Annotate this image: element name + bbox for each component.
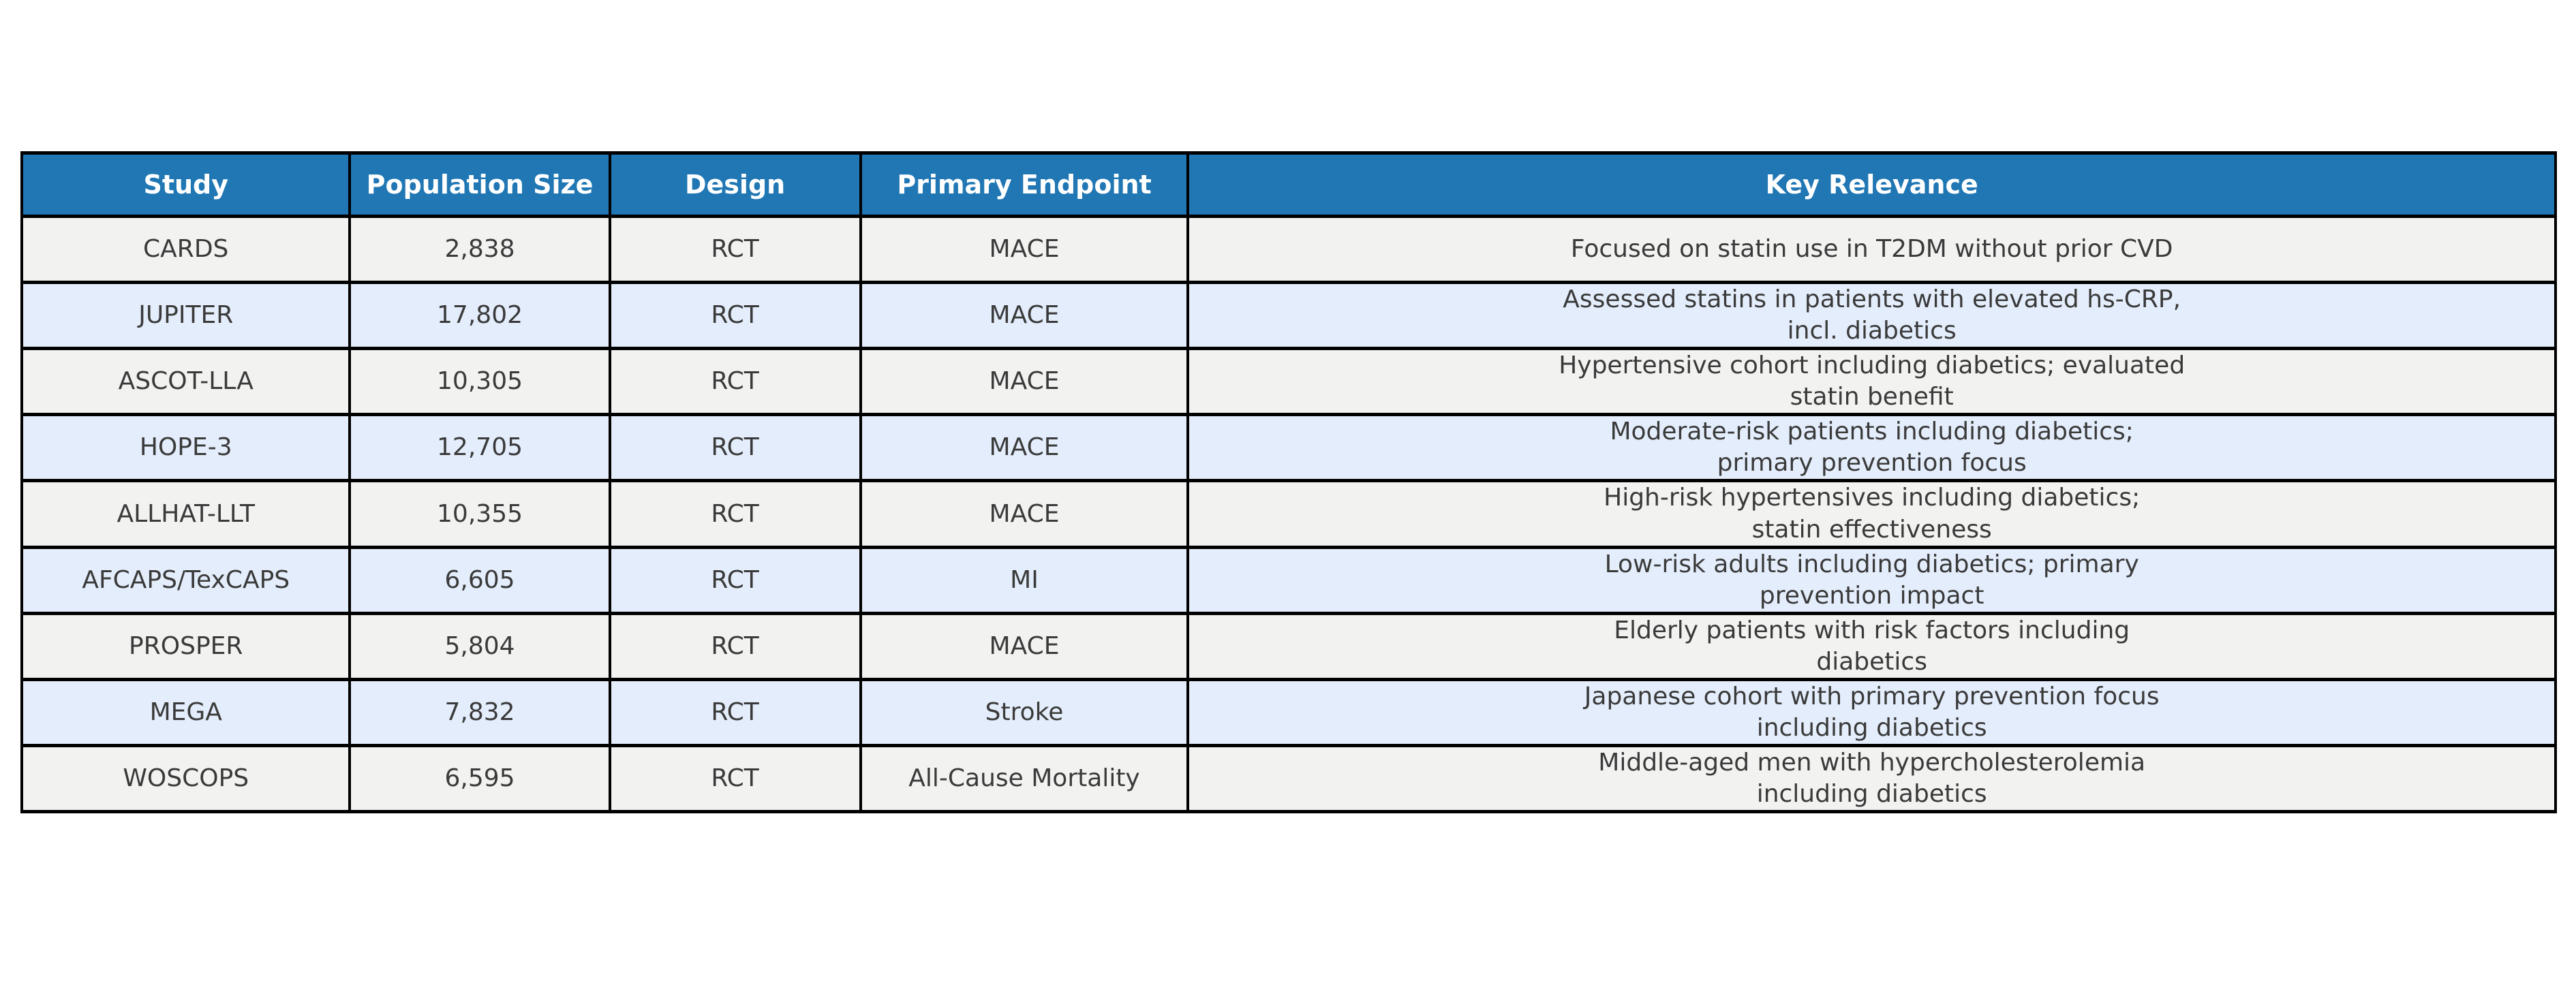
clinical-trials-table: Study Population Size Design Primary End… bbox=[20, 151, 2557, 814]
table-row: HOPE-3 12,705 RCT MACE Moderate-risk pat… bbox=[20, 413, 2557, 483]
cell-population-size: 6,595 bbox=[348, 744, 611, 814]
cell-key-relevance: High-risk hypertensives including diabet… bbox=[1186, 479, 2557, 549]
cell-design: RCT bbox=[608, 744, 862, 814]
cell-study: PROSPER bbox=[20, 611, 352, 681]
cell-study: AFCAPS/TexCAPS bbox=[20, 545, 352, 615]
cell-primary-endpoint: MACE bbox=[859, 215, 1190, 284]
column-header-study: Study bbox=[20, 151, 352, 218]
cell-design: RCT bbox=[608, 215, 862, 284]
cell-design: RCT bbox=[608, 611, 862, 681]
table-header: Study Population Size Design Primary End… bbox=[20, 151, 2557, 218]
cell-study: ALLHAT-LLT bbox=[20, 479, 352, 549]
cell-study: CARDS bbox=[20, 215, 352, 284]
cell-population-size: 2,838 bbox=[348, 215, 611, 284]
cell-design: RCT bbox=[608, 479, 862, 549]
cell-population-size: 6,605 bbox=[348, 545, 611, 615]
cell-design: RCT bbox=[608, 545, 862, 615]
table-row: ALLHAT-LLT 10,355 RCT MACE High-risk hyp… bbox=[20, 479, 2557, 549]
cell-design: RCT bbox=[608, 347, 862, 417]
table-row: ASCOT-LLA 10,305 RCT MACE Hypertensive c… bbox=[20, 347, 2557, 417]
table-body: CARDS 2,838 RCT MACE Focused on statin u… bbox=[20, 215, 2557, 814]
cell-population-size: 10,355 bbox=[348, 479, 611, 549]
cell-key-relevance: Japanese cohort with primary prevention … bbox=[1186, 677, 2557, 748]
cell-study: ASCOT-LLA bbox=[20, 347, 352, 417]
column-header-design: Design bbox=[608, 151, 862, 218]
header-row: Study Population Size Design Primary End… bbox=[20, 151, 2557, 218]
cell-key-relevance: Focused on statin use in T2DM without pr… bbox=[1186, 215, 2557, 284]
cell-population-size: 5,804 bbox=[348, 611, 611, 681]
cell-design: RCT bbox=[608, 677, 862, 748]
column-header-key-relevance: Key Relevance bbox=[1186, 151, 2557, 218]
cell-population-size: 17,802 bbox=[348, 280, 611, 351]
cell-study: WOSCOPS bbox=[20, 744, 352, 814]
cell-primary-endpoint: MACE bbox=[859, 479, 1190, 549]
cell-design: RCT bbox=[608, 280, 862, 351]
cell-study: JUPITER bbox=[20, 280, 352, 351]
column-header-population-size: Population Size bbox=[348, 151, 611, 218]
cell-design: RCT bbox=[608, 413, 862, 483]
cell-key-relevance: Hypertensive cohort including diabetics;… bbox=[1186, 347, 2557, 417]
cell-key-relevance: Assessed statins in patients with elevat… bbox=[1186, 280, 2557, 351]
cell-primary-endpoint: Stroke bbox=[859, 677, 1190, 748]
cell-population-size: 10,305 bbox=[348, 347, 611, 417]
cell-primary-endpoint: MACE bbox=[859, 413, 1190, 483]
cell-study: MEGA bbox=[20, 677, 352, 748]
cell-population-size: 7,832 bbox=[348, 677, 611, 748]
cell-primary-endpoint: MACE bbox=[859, 347, 1190, 417]
table-row: MEGA 7,832 RCT Stroke Japanese cohort wi… bbox=[20, 677, 2557, 748]
cell-primary-endpoint: MACE bbox=[859, 611, 1190, 681]
table-row: PROSPER 5,804 RCT MACE Elderly patients … bbox=[20, 611, 2557, 681]
table-row: JUPITER 17,802 RCT MACE Assessed statins… bbox=[20, 280, 2557, 351]
cell-key-relevance: Middle-aged men with hypercholesterolemi… bbox=[1186, 744, 2557, 814]
table-row: AFCAPS/TexCAPS 6,605 RCT MI Low-risk adu… bbox=[20, 545, 2557, 615]
cell-population-size: 12,705 bbox=[348, 413, 611, 483]
cell-key-relevance: Low-risk adults including diabetics; pri… bbox=[1186, 545, 2557, 615]
cell-key-relevance: Elderly patients with risk factors inclu… bbox=[1186, 611, 2557, 681]
clinical-trials-table-container: Study Population Size Design Primary End… bbox=[20, 151, 2557, 814]
cell-key-relevance: Moderate-risk patients including diabeti… bbox=[1186, 413, 2557, 483]
cell-primary-endpoint: MACE bbox=[859, 280, 1190, 351]
table-row: WOSCOPS 6,595 RCT All-Cause Mortality Mi… bbox=[20, 744, 2557, 814]
cell-primary-endpoint: All-Cause Mortality bbox=[859, 744, 1190, 814]
cell-primary-endpoint: MI bbox=[859, 545, 1190, 615]
table-row: CARDS 2,838 RCT MACE Focused on statin u… bbox=[20, 215, 2557, 284]
cell-study: HOPE-3 bbox=[20, 413, 352, 483]
column-header-primary-endpoint: Primary Endpoint bbox=[859, 151, 1190, 218]
